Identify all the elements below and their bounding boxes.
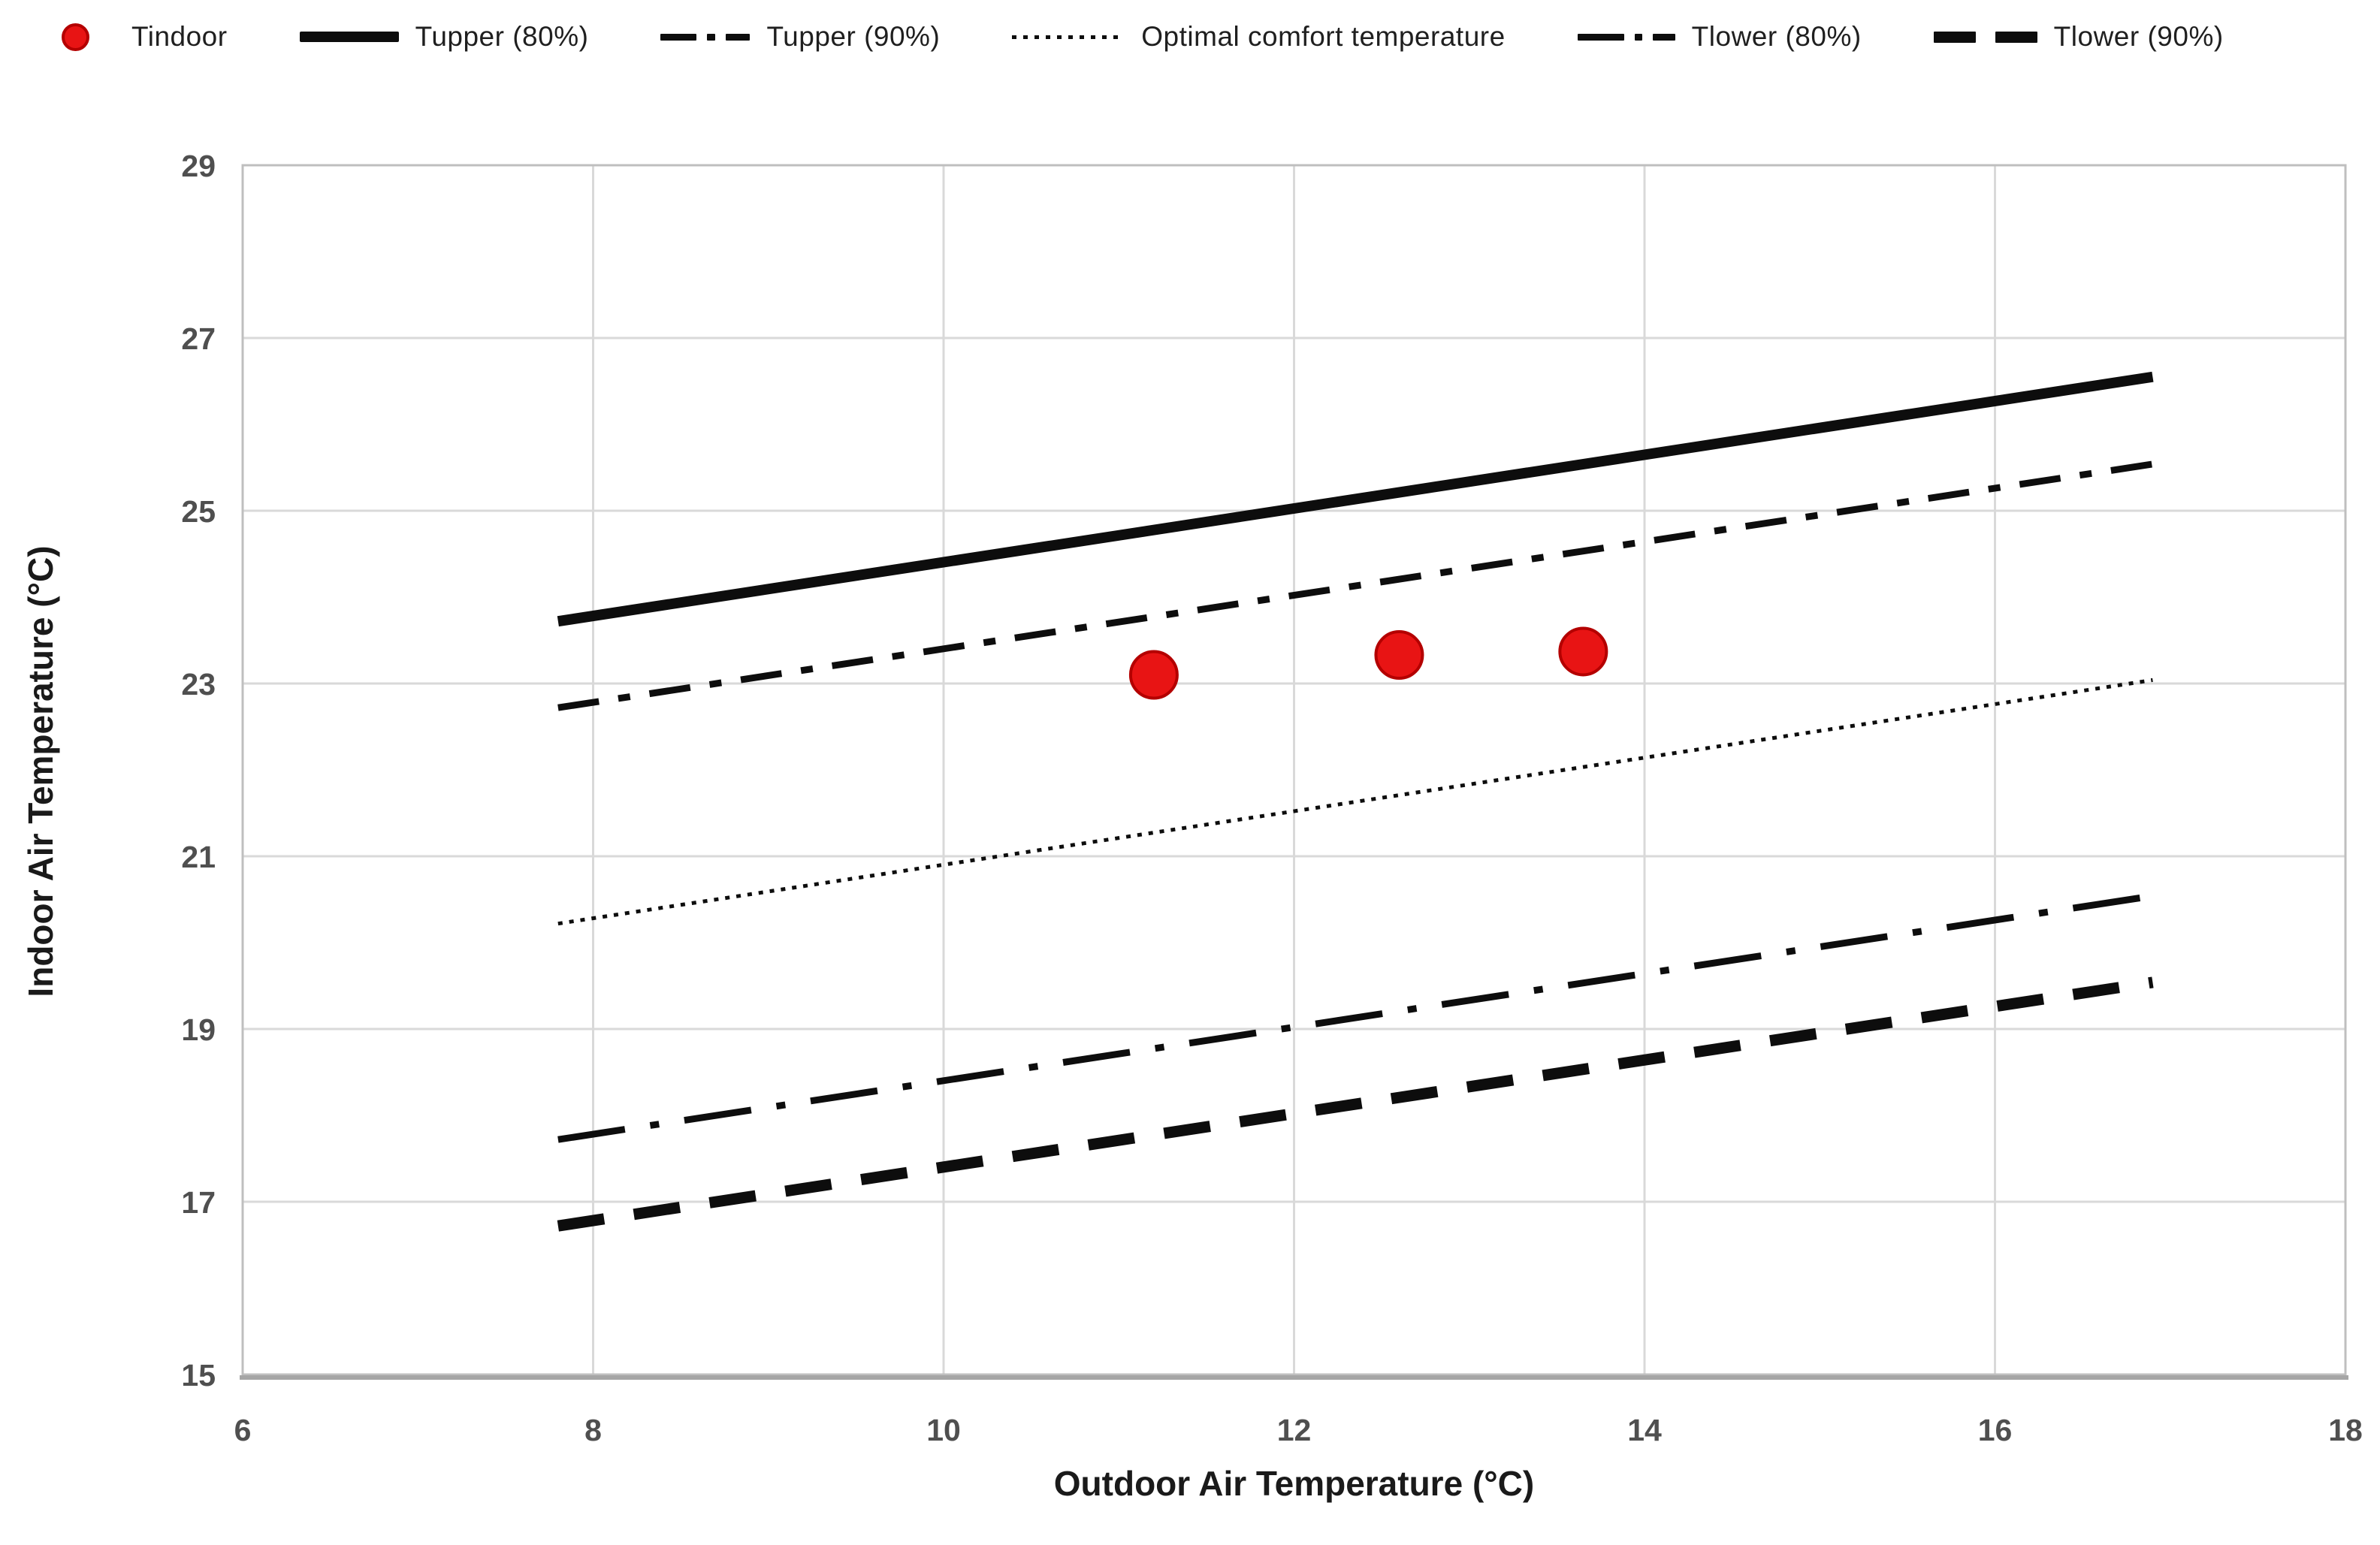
x-tick-label: 8 — [584, 1413, 602, 1447]
x-tick-label: 10 — [926, 1413, 961, 1447]
legend-item-tlower-90: Tlower (90%) — [1933, 21, 2224, 53]
tindoor-point — [1374, 630, 1424, 680]
legend-item-tupper-80: Tupper (80%) — [299, 21, 589, 53]
series-line-solid — [557, 371, 2154, 627]
series-line-dash-dot — [557, 460, 2154, 711]
legend-label: Optimal comfort temperature — [1141, 21, 1506, 52]
series-line-long-dash-dot — [557, 892, 2154, 1143]
long-dash-dot-line-icon — [1577, 33, 1675, 41]
legend-label: Tupper (90%) — [766, 21, 941, 52]
x-tick-label: 12 — [1277, 1413, 1312, 1447]
x-tick-label: 18 — [2328, 1413, 2363, 1447]
x-tick-label: 16 — [1978, 1413, 2013, 1447]
dash-dot-line-icon — [660, 33, 751, 41]
y-tick-label: 15 — [181, 1358, 216, 1393]
legend-label: Tindoor — [131, 21, 228, 52]
x-tick-label: 6 — [234, 1413, 252, 1447]
series-line-thick-dash — [557, 976, 2154, 1232]
y-tick-label: 29 — [181, 149, 216, 183]
legend-label: Tlower (80%) — [1691, 21, 1862, 52]
y-axis-title: Indoor Air Temperature (°C) — [21, 545, 60, 997]
tindoor-point — [1558, 626, 1608, 677]
x-tick-label: 14 — [1627, 1413, 1662, 1447]
legend-item-optimal: Optimal comfort temperature — [1012, 21, 1505, 53]
legend-label: Tlower (90%) — [2053, 21, 2224, 52]
chart-legend: Tindoor Tupper (80%) Tupper (90%) Optima… — [0, 11, 2380, 63]
legend-item-tupper-90: Tupper (90%) — [660, 21, 940, 53]
y-tick-label: 17 — [181, 1185, 216, 1220]
legend-item-tindoor: Tindoor — [62, 21, 228, 53]
series-line-dotted — [557, 677, 2153, 926]
thick-dash-line-icon — [1933, 31, 2037, 43]
y-tick-label: 23 — [181, 667, 216, 702]
y-tick-label: 25 — [181, 494, 216, 529]
tindoor-point — [1128, 650, 1179, 700]
y-tick-label: 21 — [181, 840, 216, 874]
y-tick-label: 27 — [181, 321, 216, 356]
legend-item-tlower-80: Tlower (80%) — [1577, 21, 1862, 53]
plot-border — [241, 164, 2347, 1376]
solid-line-icon — [299, 32, 399, 42]
y-tick-label: 19 — [181, 1012, 216, 1047]
dotted-line-icon — [1012, 35, 1125, 39]
x-axis-title: Outdoor Air Temperature (°C) — [1053, 1464, 1535, 1503]
red-point-icon — [62, 23, 89, 51]
legend-label: Tupper (80%) — [415, 21, 589, 52]
